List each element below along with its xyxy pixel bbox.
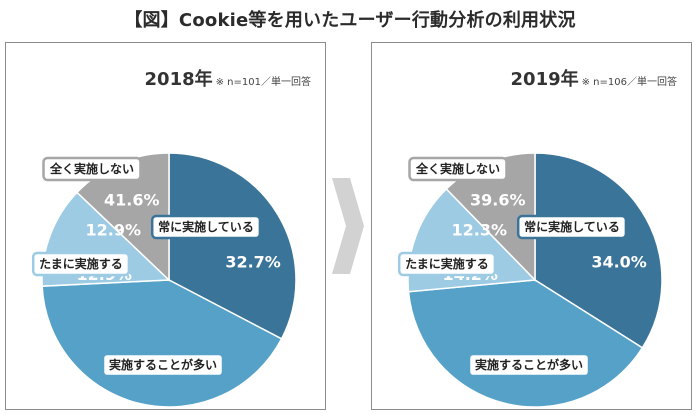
callout-box: [150, 214, 262, 240]
slice-category-callout: 常に実施している: [516, 214, 628, 240]
callout-box: [408, 156, 508, 182]
callout-box: [516, 214, 628, 240]
slice-category-label: 常に実施している: [158, 219, 254, 234]
panel-header: 2018年 ※ n=101／単一回答: [145, 65, 311, 91]
pie-chart-2018: 32.7%41.6%12.9%12.9%常に実施している実施することが多いたまに…: [31, 152, 297, 408]
slice-category-callout: たまに実施する: [31, 251, 131, 277]
slice-value-label: 12.3%: [452, 220, 508, 239]
slice-category-label: 常に実施している: [524, 219, 620, 234]
sample-note: ※ n=101／単一回答: [215, 77, 311, 88]
slice-category-callout: 全く実施しない: [408, 156, 508, 182]
slice-value-label: 41.6%: [104, 191, 160, 210]
callout-box: [467, 352, 591, 378]
pie-slice: [168, 152, 297, 340]
slice-value-label: 39.6%: [470, 191, 526, 210]
chevron-right-icon: [332, 178, 364, 274]
pie-chart-2019: 34.0%39.6%14.2%12.3%常に実施している実施することが多いたまに…: [397, 152, 663, 408]
slice-category-label: 実施することが多い: [475, 357, 583, 372]
pie-slice: [534, 152, 663, 349]
slice-category-label: 全く実施しない: [49, 161, 134, 176]
sample-note: ※ n=106／単一回答: [581, 77, 677, 88]
callout-box: [101, 352, 225, 378]
slice-category-callout: 実施することが多い: [467, 352, 591, 378]
chart-year-label: 2018年: [144, 69, 213, 90]
slice-category-label: 全く実施しない: [415, 161, 500, 176]
chart-panel-2018: 2018年※ n=101／単一回答 32.7%41.6%12.9%12.9%常に…: [5, 42, 326, 410]
slice-category-callout: 常に実施している: [150, 214, 262, 240]
slice-category-label: 実施することが多い: [109, 357, 217, 372]
slice-value-label: 32.7%: [225, 253, 281, 272]
callout-box: [397, 251, 497, 277]
callout-box: [42, 156, 142, 182]
slice-category-label: たまに実施する: [39, 256, 123, 271]
chart-year-label: 2019年: [510, 69, 579, 90]
slice-category-callout: たまに実施する: [397, 251, 497, 277]
callout-box: [31, 251, 131, 277]
slice-category-label: たまに実施する: [405, 256, 489, 271]
chart-panel-2019: 2019年※ n=106／単一回答 34.0%39.6%14.2%12.3%常に…: [371, 42, 692, 410]
slice-category-callout: 全く実施しない: [42, 156, 142, 182]
slice-value-label: 34.0%: [591, 253, 647, 272]
slice-value-label: 12.9%: [86, 220, 142, 239]
panel-header: 2019年 ※ n=106／単一回答: [511, 65, 677, 91]
slice-category-callout: 実施することが多い: [101, 352, 225, 378]
page-title: 【図】Cookie等を用いたユーザー行動分析の利用状況: [124, 10, 576, 31]
